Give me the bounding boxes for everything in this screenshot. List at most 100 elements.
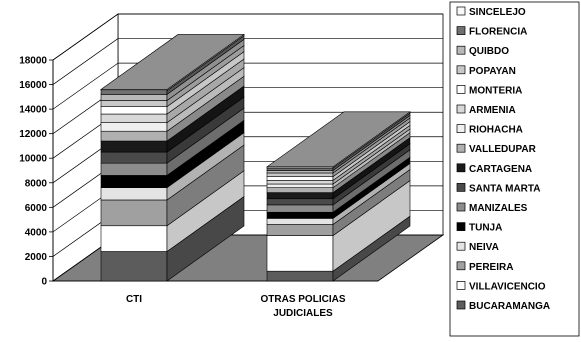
legend-swatch	[456, 183, 466, 192]
bar-segment-front	[100, 100, 168, 107]
legend-item-monteria: MONTERIA	[456, 85, 522, 96]
legend-label: SINCELEJO	[469, 7, 526, 18]
legend-item-florencia: FLORENCIA	[456, 26, 527, 38]
legend-item-valledupar: VALLEDUPAR	[456, 143, 537, 155]
legend-swatch	[456, 202, 466, 212]
x-category-label-line: CTI	[126, 294, 142, 305]
x-category-label: OTRAS POLICIAS JUDICIALES	[260, 294, 345, 319]
legend-swatch	[456, 261, 466, 271]
legend-item-pereira: PEREIRA	[456, 261, 513, 273]
gridline-left	[52, 13, 119, 61]
bar-segment-front	[100, 130, 168, 142]
y-tick-label: 12000	[19, 129, 47, 140]
legend-label: NEIVA	[469, 242, 499, 253]
bar-segment-villavicencio	[266, 179, 411, 272]
bar-segment-front	[100, 106, 168, 115]
legend-item-manizales: MANIZALES	[456, 202, 528, 214]
bar-segment-front	[266, 218, 334, 225]
bar-segment-front	[266, 192, 334, 200]
legend-label: SANTA MARTA	[469, 183, 540, 194]
legend-swatch	[456, 104, 466, 114]
bar-segment-front	[100, 251, 168, 282]
bar-segment-front	[266, 235, 334, 272]
bar-top-face	[100, 34, 245, 90]
legend-item-villavicencio: VILLAVICENCIO	[456, 281, 546, 292]
bar-segment-front	[100, 162, 168, 176]
legend-label: VILLAVICENCIO	[469, 281, 546, 292]
bar-segment-front	[100, 113, 168, 123]
legend-label: RIOHACHA	[469, 125, 523, 136]
x-category-label: CTI	[126, 294, 142, 305]
legend-item-bucaramanga: BUCARAMANGA	[456, 300, 550, 312]
bar-segment-front	[100, 225, 168, 252]
gridline-left	[52, 62, 119, 110]
y-tick-label: 4000	[25, 227, 48, 238]
legend-label: VALLEDUPAR	[469, 144, 537, 155]
bar-segment-front	[266, 170, 334, 174]
legend-label: BUCARAMANGA	[469, 301, 550, 312]
legend-item-quibdo: QUIBDO	[456, 45, 509, 57]
legend-swatch	[456, 281, 466, 290]
y-tick-label: 0	[41, 277, 47, 288]
legend-label: MONTERIA	[469, 85, 522, 96]
bar-segment-manizales	[100, 107, 245, 176]
legend-swatch	[456, 65, 466, 75]
legend-item-tunja: TUNJA	[456, 222, 502, 234]
bar-segment-front	[100, 140, 168, 153]
legend-swatch	[456, 143, 466, 153]
legend-item-santa-marta: SANTA MARTA	[456, 183, 540, 194]
legend-label: PEREIRA	[469, 262, 513, 273]
x-category-label-line: OTRAS POLICIAS	[260, 294, 345, 305]
legend-box	[449, 1, 580, 337]
bar-segment-front	[100, 199, 168, 227]
legend-label: POPAYAN	[469, 66, 516, 77]
bar-segment-front	[266, 167, 334, 171]
bar-segment-front	[100, 90, 168, 95]
bar-segment-neiva	[100, 132, 245, 201]
legend-swatch	[456, 124, 466, 133]
legend-item-cartagena: CARTAGENA	[456, 163, 532, 175]
bar-stack-otras-policias-judiciales	[266, 111, 411, 282]
legend-swatch	[456, 300, 466, 310]
bar-segment-front	[266, 270, 334, 282]
bar-segment-front	[266, 183, 334, 188]
bar-segment-front	[100, 151, 168, 164]
legend-label: MANIZALES	[469, 203, 528, 214]
bar-segment-front	[266, 224, 334, 236]
y-tick-label: 16000	[19, 80, 47, 91]
bar-segment-tunja	[100, 119, 245, 189]
y-tick-label: 18000	[19, 56, 47, 67]
bar-segment-villavicencio	[100, 170, 245, 253]
legend-item-armenia: ARMENIA	[456, 104, 516, 116]
bar-segment-front	[266, 198, 334, 206]
bar-segment-front	[100, 94, 168, 101]
legend: SINCELEJO FLORENCIA QUIBDO POPAYAN MONTERIA A…	[449, 1, 580, 337]
bar-segment-front	[100, 175, 168, 188]
legend-swatch	[456, 85, 466, 94]
legend-label: FLORENCIA	[469, 27, 527, 38]
legend-swatch	[456, 26, 466, 35]
y-tick-label: 6000	[25, 203, 48, 214]
y-tick-label: 2000	[25, 252, 48, 263]
legend-label: CARTAGENA	[469, 164, 532, 175]
bar-segment-front	[266, 176, 334, 181]
bar-segment-front	[266, 187, 334, 193]
legend-label: QUIBDO	[469, 46, 509, 57]
bar-segment-front	[266, 211, 334, 219]
bar-segment-bucaramanga	[100, 195, 245, 282]
bar-top-face	[266, 111, 411, 168]
legend-item-riohacha: RIOHACHA	[456, 124, 523, 136]
legend-swatch	[456, 222, 466, 231]
bar-segment-front	[266, 180, 334, 185]
bar-segment-front	[100, 122, 168, 132]
legend-swatch	[456, 45, 466, 55]
legend-swatch	[456, 241, 466, 251]
legend-label: TUNJA	[469, 223, 502, 234]
y-tick-label: 14000	[19, 105, 47, 116]
bar-stack-cti	[100, 33, 245, 282]
bar-segment-front	[100, 187, 168, 201]
gridline-left	[52, 38, 119, 85]
legend-item-sincelejo: SINCELEJO	[456, 6, 526, 18]
